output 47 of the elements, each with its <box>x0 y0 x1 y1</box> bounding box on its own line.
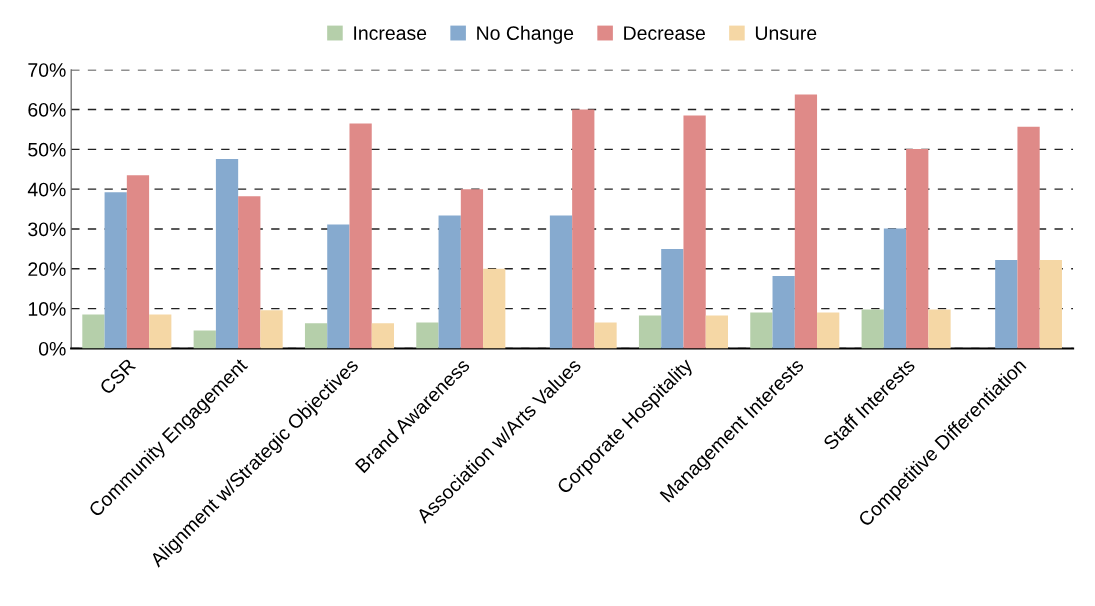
bar <box>304 323 328 349</box>
x-tick-label: CSR <box>98 357 137 396</box>
bar <box>638 315 662 349</box>
bar <box>193 330 216 349</box>
bar <box>438 215 461 349</box>
bar <box>794 94 818 349</box>
bar <box>928 309 951 349</box>
bar <box>260 310 283 349</box>
y-tick-label: 60% <box>28 102 66 117</box>
legend-label: Decrease <box>624 26 705 40</box>
bar <box>460 189 484 349</box>
y-tick-label: 40% <box>27 182 66 197</box>
bar <box>238 196 261 349</box>
bar <box>1039 260 1062 349</box>
bar <box>215 158 239 349</box>
bar <box>483 268 506 349</box>
bar <box>371 323 395 349</box>
bar <box>327 224 350 349</box>
bar <box>104 192 127 349</box>
y-tick-label: 10% <box>28 302 66 316</box>
bar <box>126 175 150 349</box>
legend-label: No Change <box>477 25 574 44</box>
bar <box>906 148 929 349</box>
bar <box>82 314 105 349</box>
bar <box>572 109 595 349</box>
legend-label: Unsure <box>755 26 817 40</box>
bar <box>995 260 1018 349</box>
bar <box>750 312 773 349</box>
y-tick-label: 70% <box>28 63 66 77</box>
legend-label: Increase <box>354 26 427 40</box>
y-tick-label: 0% <box>38 341 66 356</box>
bar <box>683 115 706 349</box>
bar <box>661 248 684 349</box>
bar <box>883 228 907 349</box>
y-tick-label: 20% <box>28 262 66 277</box>
bar <box>549 215 573 349</box>
bar <box>1017 126 1040 349</box>
bar <box>349 123 372 349</box>
bar <box>149 314 172 349</box>
y-tick-label: 50% <box>28 142 66 157</box>
bar <box>772 275 795 349</box>
bar <box>416 322 439 349</box>
bar <box>594 322 617 349</box>
bar <box>861 309 884 349</box>
bar <box>817 312 840 349</box>
bar <box>705 315 728 349</box>
y-tick-label: 30% <box>28 222 66 237</box>
